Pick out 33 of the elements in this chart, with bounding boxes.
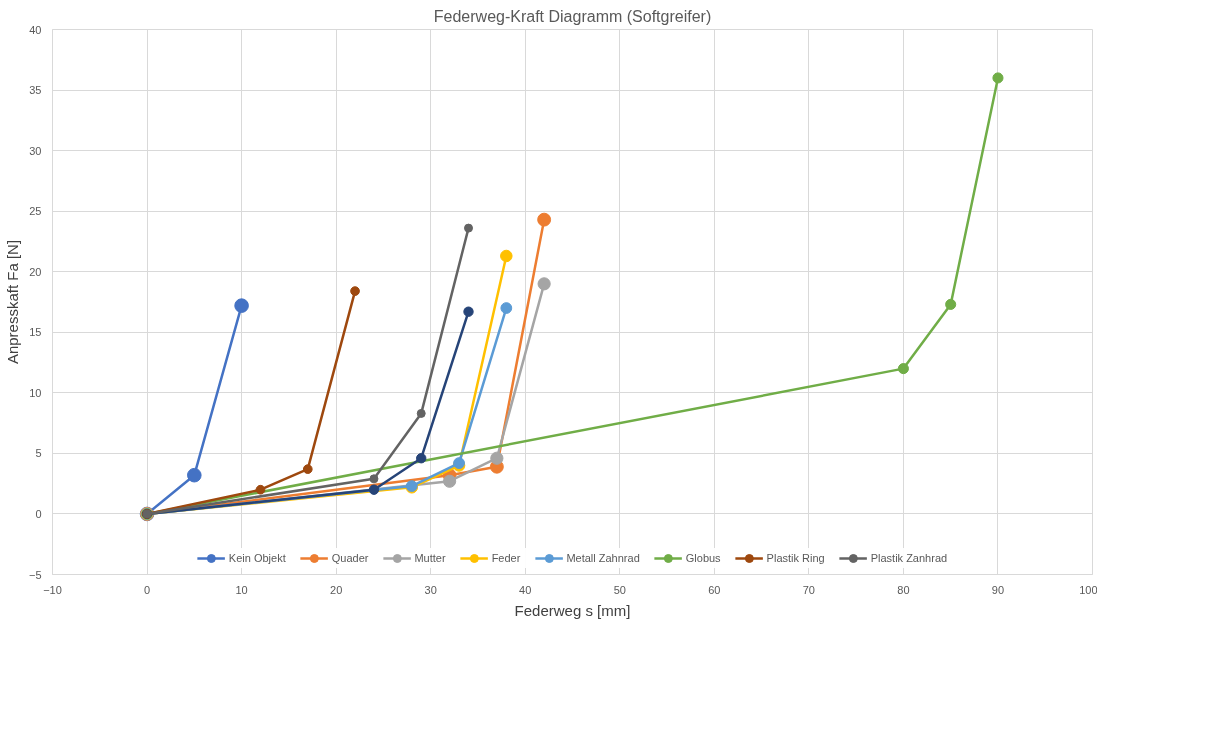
y-tick-label: 35: [29, 84, 42, 97]
y-tick-label: 10: [29, 386, 42, 399]
y-axis-title: Anpresskaft Fa [N]: [3, 239, 21, 365]
x-tick-label: 100: [1079, 583, 1098, 596]
y-tick-label: 5: [35, 447, 42, 460]
x-tick-label: 10: [235, 583, 248, 596]
y-tick-label: 40: [29, 23, 42, 36]
x-tick-label: 20: [330, 583, 343, 596]
legend-label: Plastik Zanhrad: [870, 552, 948, 564]
y-tick-label: 0: [35, 507, 42, 520]
legend-label: Feder: [491, 552, 521, 564]
legend-label: Plastik Ring: [766, 552, 825, 564]
legend-label: Kein Objekt: [228, 552, 286, 564]
legend-label: Quader: [331, 552, 369, 564]
y-tick-label: 15: [29, 326, 42, 339]
x-tick-label: −10: [43, 583, 62, 596]
chart-title: Federweg-Kraft Diagramm (Softgreifer): [433, 7, 712, 25]
x-tick-label: 30: [424, 583, 437, 596]
y-tick-label: −5: [28, 568, 42, 581]
y-tick-label: 30: [29, 144, 42, 157]
legend-label: Globus: [685, 552, 721, 564]
x-tick-label: 0: [143, 583, 151, 596]
x-axis-title: Federweg s [mm]: [514, 601, 631, 619]
legend-label: Metall Zahnrad: [566, 552, 640, 564]
x-tick-label: 90: [991, 583, 1005, 596]
y-tick-label: 20: [29, 265, 42, 278]
y-tick-label: 25: [29, 205, 42, 218]
x-tick-label: 60: [708, 583, 721, 596]
legend-label: Mutter: [414, 552, 446, 564]
x-tick-label: 50: [613, 583, 626, 596]
x-tick-label: 80: [897, 583, 910, 596]
x-tick-label: 70: [802, 583, 815, 596]
x-tick-label: 40: [519, 583, 532, 596]
